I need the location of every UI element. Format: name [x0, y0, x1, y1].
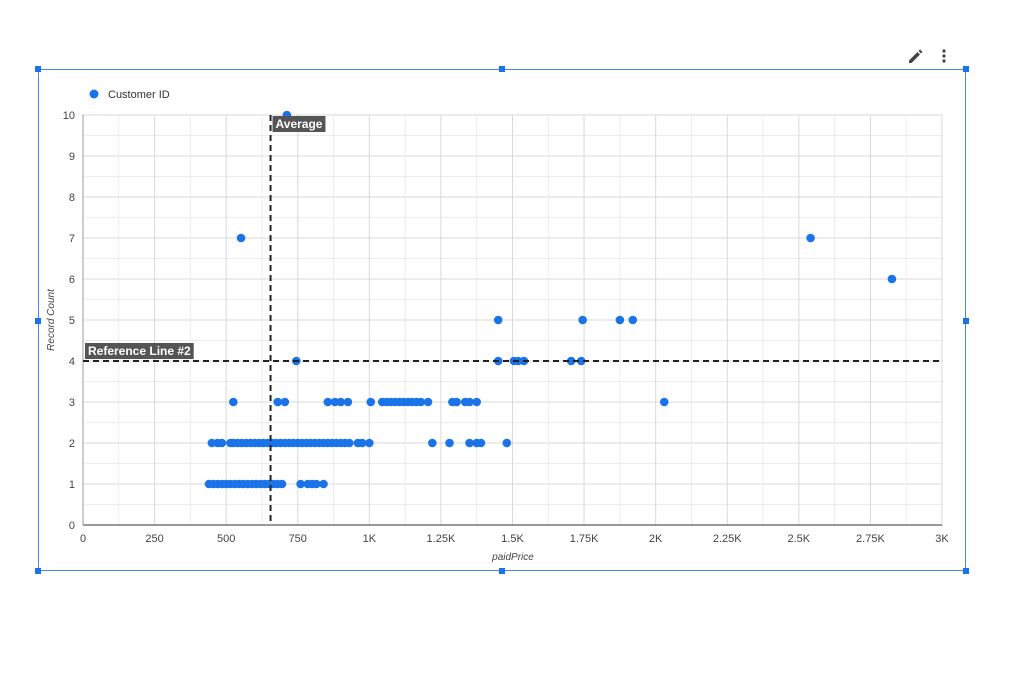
reference-label: Reference Line #2 — [88, 344, 191, 358]
x-tick-label: 500 — [217, 533, 235, 545]
y-tick-label: 5 — [69, 315, 75, 327]
y-tick-label: 0 — [69, 520, 75, 532]
y-tick-label: 9 — [69, 151, 75, 163]
data-point — [887, 274, 897, 284]
data-point — [343, 397, 353, 407]
data-point — [423, 397, 433, 407]
more-vert-icon[interactable] — [936, 46, 952, 66]
data-point — [273, 397, 283, 407]
y-tick-label: 2 — [69, 438, 75, 450]
reference-label: Average — [276, 117, 323, 131]
y-tick-label: 1 — [69, 479, 75, 491]
resize-handle-right[interactable] — [963, 318, 969, 324]
x-tick-label: 3K — [935, 533, 949, 545]
data-point — [615, 315, 625, 325]
pencil-icon[interactable] — [906, 46, 926, 66]
data-point — [366, 397, 376, 407]
x-tick-label: 1.5K — [501, 533, 524, 545]
reference-label-bg — [85, 343, 194, 359]
data-point — [277, 479, 287, 489]
data-point — [365, 438, 374, 448]
y-tick-label: 8 — [69, 192, 75, 204]
y-tick-label: 3 — [69, 397, 75, 409]
reference-lines: Average Reference Line #2 — [83, 115, 942, 525]
data-point — [296, 479, 305, 489]
data-point — [312, 479, 321, 489]
data-point — [806, 233, 815, 243]
chart-toolbar — [900, 44, 960, 68]
x-axis-title: paidPrice — [491, 552, 534, 563]
y-tick-label: 10 — [63, 110, 75, 122]
data-point — [566, 356, 576, 366]
x-tick-label: 2.25K — [713, 533, 742, 545]
resize-handle-bottom-left[interactable] — [35, 568, 41, 574]
y-tick-label: 4 — [69, 356, 75, 368]
data-point — [465, 438, 474, 448]
data-point — [416, 397, 426, 407]
data-points — [204, 110, 897, 489]
x-tick-label: 750 — [289, 533, 307, 545]
y-axis-title: Record Count — [46, 288, 57, 351]
data-point — [344, 438, 354, 448]
data-point — [465, 397, 474, 407]
data-point — [578, 315, 587, 325]
x-tick-label: 0 — [80, 533, 86, 545]
x-tick-label: 250 — [145, 533, 163, 545]
axis-ticks: 0 250 500 750 1K 1.25K 1.5K 1.75K 2K 2.25K 2.5K 2.7… — [63, 110, 950, 545]
y-tick-label: 7 — [69, 233, 75, 245]
x-tick-label: 1K — [363, 533, 377, 545]
data-point — [502, 438, 512, 448]
reference-label-bg — [272, 116, 326, 132]
legend-label: Customer ID — [108, 89, 170, 101]
data-point — [323, 397, 333, 407]
x-tick-label: 2.75K — [856, 533, 885, 545]
y-tick-label: 6 — [69, 274, 75, 286]
data-point — [336, 397, 346, 407]
data-point — [217, 438, 227, 448]
data-point — [576, 356, 586, 366]
grid — [82, 114, 943, 526]
data-point — [280, 397, 290, 407]
data-point — [628, 315, 638, 325]
data-point — [659, 397, 669, 407]
resize-handle-top[interactable] — [499, 66, 505, 72]
resize-handle-bottom[interactable] — [499, 568, 505, 574]
data-point — [472, 397, 482, 407]
x-tick-label: 2K — [649, 533, 663, 545]
x-tick-label: 1.75K — [570, 533, 599, 545]
data-point — [476, 438, 486, 448]
data-point — [236, 233, 246, 243]
resize-handle-left[interactable] — [35, 318, 41, 324]
legend: Customer ID — [89, 89, 170, 101]
data-point — [428, 438, 437, 448]
resize-handle-bottom-right[interactable] — [963, 568, 969, 574]
data-point — [229, 397, 238, 407]
legend-marker — [89, 89, 99, 99]
x-tick-label: 2.5K — [788, 533, 811, 545]
x-tick-label: 1.25K — [427, 533, 456, 545]
data-point — [445, 438, 454, 448]
data-point — [357, 438, 367, 448]
resize-handle-top-right[interactable] — [963, 66, 969, 72]
data-point — [452, 397, 461, 407]
data-point — [319, 479, 328, 489]
data-point — [493, 315, 503, 325]
resize-handle-top-left[interactable] — [35, 66, 41, 72]
